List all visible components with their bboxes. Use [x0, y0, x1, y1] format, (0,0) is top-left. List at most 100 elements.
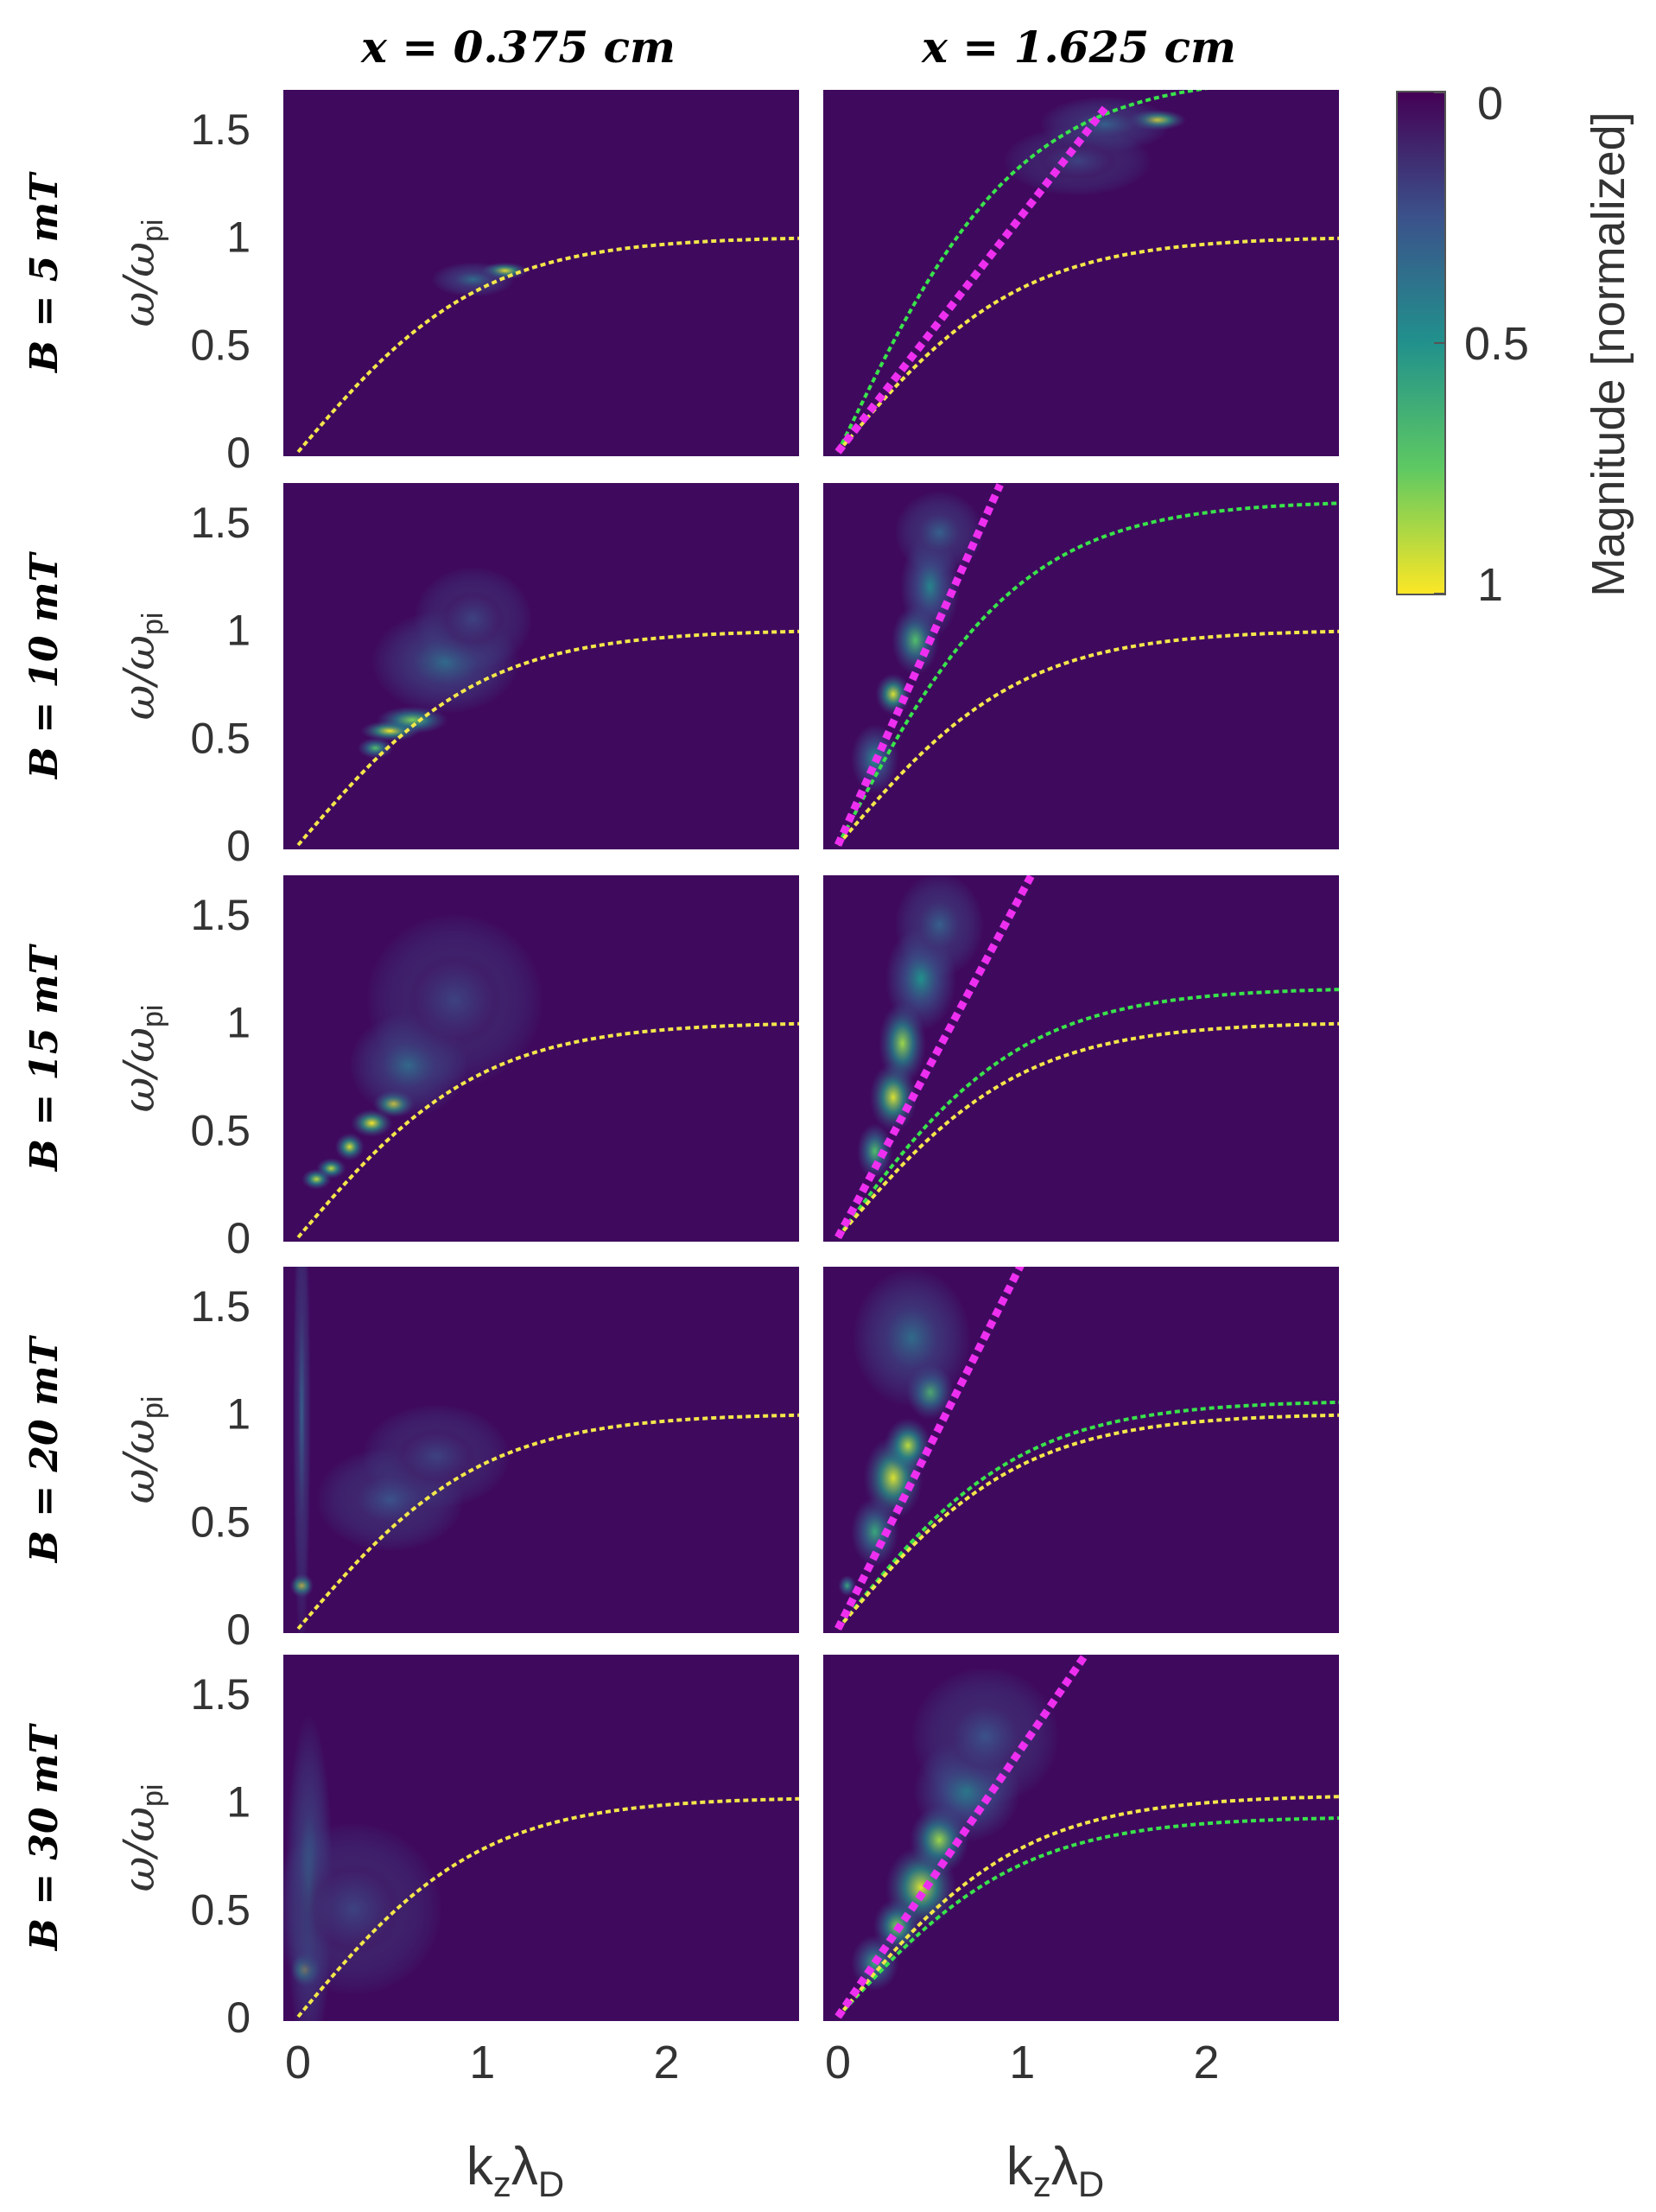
panel-1-0 — [283, 483, 799, 849]
yellow-dispersion-curve — [836, 1795, 1339, 2018]
y-tick-label: 1 — [226, 1390, 251, 1439]
y-tick-label: 1 — [226, 1778, 251, 1827]
intensity-blob — [351, 1109, 393, 1137]
colorbar: 0 0.5 1 Magnitude [normalized] — [1396, 78, 1634, 611]
y-tick-label: 0.5 — [190, 714, 251, 762]
panel-background — [283, 1267, 799, 1633]
intensity-blob — [365, 913, 543, 1087]
intensity-blob — [857, 1123, 893, 1179]
intensity-blob — [853, 1268, 971, 1408]
colorbar-label: Magnitude [normalized] — [1583, 111, 1634, 596]
y-tick-label: 1.5 — [190, 499, 251, 547]
intensity-blob — [875, 673, 911, 715]
panel-0-0 — [283, 90, 799, 456]
colorbar-tick-2: 1 — [1477, 559, 1503, 611]
row-label-2: B = 15 mT — [22, 943, 67, 1173]
magenta-line — [834, 1267, 1025, 1631]
intensity-blob — [334, 1133, 365, 1161]
magenta-line — [834, 875, 1035, 1240]
yellow-dispersion-curve — [836, 1413, 1339, 1630]
y-axis-label: ω/ωpi — [114, 1005, 169, 1113]
colorbar-tick-1: 0.5 — [1464, 318, 1529, 370]
x-tick-label: 2 — [1193, 2037, 1219, 2088]
yellow-dispersion-curve — [836, 236, 1339, 454]
y-tick-label: 0 — [226, 822, 251, 870]
yellow-dispersion-curve — [836, 629, 1339, 847]
panel-3-1 — [823, 1267, 1339, 1633]
panel-background — [283, 90, 799, 456]
yellow-dispersion-curve — [296, 1413, 799, 1630]
y-axis-label: ω/ωpi — [114, 1784, 169, 1892]
green-dispersion-curve — [836, 988, 1339, 1239]
intensity-blob — [283, 1822, 442, 1996]
x-tick-label: 0 — [285, 2037, 311, 2088]
y-tick-label: 1.5 — [190, 1282, 251, 1331]
x-axis-label: kzλD — [466, 2137, 564, 2204]
y-axis-label: ω/ωpi — [114, 219, 169, 327]
y-tick-label: 0 — [226, 429, 251, 477]
x-axis-label: kzλD — [1006, 2137, 1104, 2204]
y-tick-label: 1.5 — [190, 891, 251, 939]
intensity-blob — [414, 567, 532, 671]
column-title-0: x = 0.375 cm — [360, 22, 676, 73]
intensity-blob — [1003, 126, 1152, 196]
y-tick-label: 0.5 — [190, 1106, 251, 1154]
magenta-line — [834, 483, 1004, 847]
row-labels: B = 5 mT B = 10 mT B = 15 mT B = 20 mT B = 3… — [22, 171, 67, 1952]
intensity-blob — [911, 1667, 1059, 1806]
intensity-blob — [851, 1497, 898, 1567]
row-label-1: B = 10 mT — [22, 550, 67, 780]
y-tick-label: 1 — [226, 607, 251, 655]
yellow-dispersion-curve — [296, 1021, 799, 1239]
row-label-0: B = 5 mT — [22, 171, 67, 374]
x-tick-label: 1 — [1009, 2037, 1035, 2088]
green-dispersion-curve — [836, 501, 1339, 846]
y-tick-label: 0 — [226, 1993, 251, 2042]
panel-background — [283, 483, 799, 849]
panel-0-1 — [823, 90, 1339, 456]
panel-1-1 — [823, 483, 1339, 849]
panel-background — [823, 1655, 1339, 2021]
row-label-4: B = 30 mT — [22, 1722, 67, 1952]
y-axis-label: ω/ωpi — [114, 613, 169, 721]
intensity-blob — [838, 1575, 856, 1597]
x-tick-label: 0 — [825, 2037, 851, 2088]
intensity-blob — [895, 875, 984, 977]
x-tick-label: 1 — [469, 2037, 495, 2088]
yellow-dispersion-curve — [296, 1796, 799, 2018]
panel-2-0 — [283, 875, 799, 1242]
y-tick-label: 0 — [226, 1214, 251, 1262]
y-tick-label: 1 — [226, 999, 251, 1047]
magenta-line — [834, 1655, 1090, 2019]
y-tick-label: 1 — [226, 213, 251, 262]
intensity-blob — [293, 1267, 311, 1633]
panel-3-0 — [283, 1267, 799, 1633]
column-title-1: x = 1.625 cm — [921, 22, 1236, 73]
y-tick-label: 1.5 — [190, 105, 251, 154]
panel-4-1 — [823, 1655, 1339, 2021]
green-dispersion-curve — [836, 1400, 1339, 1630]
intensity-blob — [362, 1404, 511, 1509]
y-tick-label: 0.5 — [190, 321, 251, 369]
y-tick-label: 1.5 — [190, 1670, 251, 1719]
intensity-blob — [301, 1168, 332, 1190]
y-axes: ω/ωpi 0 0.5 1 1.5 ω/ωpi 0 0.5 1 1.5 ω/ωpi 0 0.5 1 1.5 ω… — [114, 105, 251, 2042]
y-axis-label: ω/ωpi — [114, 1396, 169, 1504]
intensity-blob — [895, 491, 984, 575]
y-tick-label: 0.5 — [190, 1497, 251, 1546]
colorbar-tick-0: 0 — [1477, 78, 1503, 130]
magenta-line — [834, 105, 1108, 454]
y-tick-label: 0.5 — [190, 1885, 251, 1934]
yellow-dispersion-curve — [296, 236, 799, 454]
y-tick-label: 0 — [226, 1605, 251, 1654]
panel-2-1 — [823, 875, 1339, 1242]
x-tick-label: 2 — [653, 2037, 679, 2088]
x-axes: 0 1 2 kzλD 0 1 2 kzλD — [285, 2037, 1219, 2204]
panel-grid — [283, 90, 1339, 2021]
intensity-blob — [431, 262, 515, 297]
intensity-blob — [377, 706, 448, 734]
yellow-dispersion-curve — [836, 1021, 1339, 1239]
row-label-3: B = 20 mT — [22, 1334, 67, 1564]
yellow-dispersion-curve — [296, 629, 799, 847]
